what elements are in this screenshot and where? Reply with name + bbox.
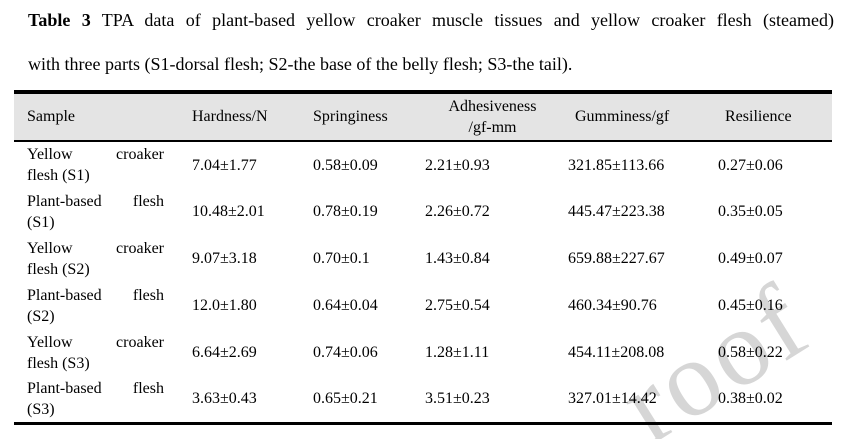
hardness-cell: 10.48±2.01 — [192, 203, 265, 220]
gumminess-cell: 454.11±208.08 — [568, 344, 665, 361]
hardness-cell: 3.63±0.43 — [192, 390, 257, 408]
adhesiveness-cell: 2.75±0.54 — [425, 297, 490, 314]
sample-line-2: (S2) — [27, 307, 55, 325]
resilience-cell: 0.45±0.16 — [718, 297, 783, 314]
springiness-cell: 0.74±0.06 — [313, 344, 378, 361]
resilience-cell: 0.38±0.02 — [718, 390, 783, 408]
tpa-data-table: Sample Hardness/N Springiness Adhesivene… — [14, 90, 832, 425]
adhesiveness-cell: 2.21±0.93 — [425, 156, 490, 174]
adhesiveness-cell: 2.26±0.72 — [425, 203, 490, 220]
sample-line-1: Yellow croaker — [27, 333, 164, 351]
sample-line-2: flesh (S2) — [27, 260, 90, 278]
gumminess-cell: 445.47±223.38 — [568, 203, 665, 220]
springiness-cell: 0.70±0.1 — [313, 250, 370, 267]
sample-cell: Plant-based flesh (S3) — [14, 376, 192, 423]
hardness-cell: 7.04±1.77 — [192, 156, 257, 174]
col-header-hardness: Hardness/N — [192, 92, 313, 142]
adhesiveness-cell: 1.43±0.84 — [425, 250, 490, 267]
table-row: Yellow croaker flesh (S3) 6.64±2.69 0.74… — [14, 329, 832, 376]
sample-line-1: Plant-based flesh — [27, 286, 164, 304]
springiness-cell: 0.65±0.21 — [313, 390, 378, 408]
sample-cell: Yellow croaker flesh (S1) — [14, 141, 192, 188]
sample-line-2: (S3) — [27, 400, 55, 418]
col-header-adhesiveness: Adhesiveness /gf-mm — [425, 92, 568, 142]
sample-line-1: Yellow croaker — [27, 239, 164, 257]
table-row: Plant-based flesh (S1) 10.48±2.01 0.78±0… — [14, 188, 832, 235]
resilience-cell: 0.35±0.05 — [718, 203, 783, 220]
gumminess-cell: 327.01±14.42 — [568, 390, 657, 408]
gumminess-cell: 659.88±227.67 — [568, 250, 665, 267]
springiness-cell: 0.64±0.04 — [313, 297, 378, 314]
sample-line-2: flesh (S3) — [27, 354, 90, 372]
adhesiveness-cell: 3.51±0.23 — [425, 390, 490, 408]
sample-cell: Yellow croaker flesh (S3) — [14, 329, 192, 376]
table-caption: Table 3 TPA data of plant-based yellow c… — [28, 9, 834, 75]
adhesiveness-header-line-2: /gf-mm — [468, 119, 517, 136]
sample-line-1: Plant-based flesh — [27, 379, 164, 397]
resilience-cell: 0.58±0.22 — [718, 344, 783, 361]
gumminess-cell: 321.85±113.66 — [568, 156, 665, 174]
caption-line-2: with three parts (S1-dorsal flesh; S2-th… — [28, 54, 573, 74]
adhesiveness-header-line-1: Adhesiveness — [448, 98, 537, 115]
springiness-cell: 0.78±0.19 — [313, 203, 378, 220]
sample-line-2: (S1) — [27, 213, 55, 231]
springiness-cell: 0.58±0.09 — [313, 156, 378, 174]
col-header-gumminess: Gumminess/gf — [568, 92, 718, 142]
sample-cell: Plant-based flesh (S2) — [14, 282, 192, 329]
hardness-cell: 6.64±2.69 — [192, 344, 257, 361]
resilience-cell: 0.27±0.06 — [718, 156, 783, 174]
col-header-springiness: Springiness — [313, 92, 425, 142]
caption-line1-text: TPA data of plant-based yellow croaker m… — [90, 10, 834, 30]
sample-line-1: Yellow croaker — [27, 146, 164, 163]
sample-line-2: flesh (S1) — [27, 167, 90, 184]
caption-line-1: Table 3 TPA data of plant-based yellow c… — [28, 9, 834, 31]
resilience-cell: 0.49±0.07 — [718, 250, 783, 267]
table-row: Plant-based flesh (S3) 3.63±0.43 0.65±0.… — [14, 376, 832, 423]
col-header-sample: Sample — [14, 92, 192, 142]
gumminess-cell: 460.34±90.76 — [568, 297, 657, 314]
hardness-cell: 9.07±3.18 — [192, 250, 257, 267]
header-row: Sample Hardness/N Springiness Adhesivene… — [14, 92, 832, 142]
sample-cell: Plant-based flesh (S1) — [14, 188, 192, 235]
col-header-resilience: Resilience — [718, 92, 832, 142]
hardness-cell: 12.0±1.80 — [192, 297, 257, 314]
table-row: Yellow croaker flesh (S2) 9.07±3.18 0.70… — [14, 235, 832, 282]
table-row: Yellow croaker flesh (S1) 7.04±1.77 0.58… — [14, 141, 832, 188]
adhesiveness-cell: 1.28±1.11 — [425, 344, 490, 361]
sample-line-1: Plant-based flesh — [27, 192, 164, 210]
table-row: Plant-based flesh (S2) 12.0±1.80 0.64±0.… — [14, 282, 832, 329]
sample-cell: Yellow croaker flesh (S2) — [14, 235, 192, 282]
caption-table-label: Table 3 — [28, 10, 91, 30]
